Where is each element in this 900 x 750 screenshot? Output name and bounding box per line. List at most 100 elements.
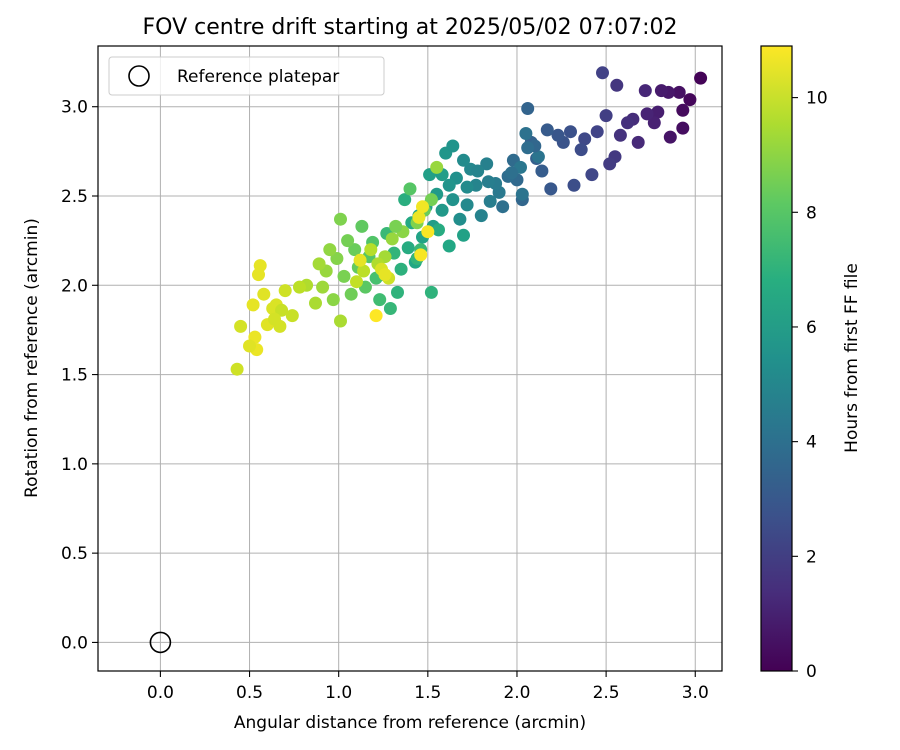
scatter-point	[651, 105, 665, 119]
scatter-point	[672, 85, 686, 99]
legend-label-reference: Reference platepar	[177, 67, 339, 87]
colorbar-tick-label: 4	[806, 433, 817, 453]
x-tick-label: 0.0	[147, 683, 174, 703]
scatter-point	[544, 182, 558, 196]
scatter-point	[613, 128, 627, 142]
scatter-point	[457, 228, 470, 242]
scatter-point	[631, 135, 645, 149]
scatter-point	[432, 223, 445, 237]
scatter-point	[398, 193, 412, 207]
scatter-point	[683, 93, 697, 107]
scatter-point	[551, 128, 565, 142]
scatter-point	[460, 180, 474, 194]
scatter-point	[480, 157, 494, 171]
scatter-point	[663, 130, 677, 144]
x-axis-title: Angular distance from reference (arcmin)	[234, 713, 586, 733]
scatter-point	[373, 293, 387, 307]
scatter-point	[676, 121, 690, 135]
scatter-point	[654, 84, 668, 98]
scatter-point	[521, 141, 535, 155]
x-tick-label: 1.0	[325, 683, 352, 703]
grid-lines	[98, 46, 722, 671]
scatter-point	[348, 243, 362, 257]
y-tick-label: 0.0	[61, 633, 88, 653]
scatter-point	[590, 125, 604, 139]
scatter-point	[334, 314, 347, 328]
scatter-point	[401, 241, 415, 255]
scatter-point	[323, 243, 337, 257]
scatter-point	[341, 234, 355, 248]
colorbar-label: Hours from first FF file	[842, 263, 862, 453]
scatter-point	[293, 280, 306, 294]
colorbar-tick-label: 10	[806, 89, 828, 109]
scatter-point	[505, 166, 519, 180]
y-tick-label: 0.5	[61, 544, 88, 564]
scatter-point	[230, 362, 244, 376]
x-tick-label: 0.5	[236, 683, 263, 703]
chart-title: FOV centre drift starting at 2025/05/02 …	[143, 15, 678, 40]
colorbar-tick-label: 6	[806, 318, 817, 338]
scatter-point	[567, 178, 581, 192]
scatter-point	[412, 210, 426, 224]
scatter-point	[515, 187, 529, 201]
scatter-point	[355, 219, 369, 233]
scatter-point	[647, 116, 661, 130]
y-tick-label: 2.5	[61, 187, 88, 207]
scatter-point	[337, 269, 351, 283]
scatter-point	[676, 103, 690, 117]
scatter-point	[353, 253, 367, 267]
plot-frame	[97, 45, 723, 672]
scatter-point	[535, 164, 549, 178]
scatter-point	[640, 107, 654, 121]
scatter-point	[574, 143, 588, 157]
scatter-point	[694, 71, 708, 85]
scatter-point	[519, 127, 533, 140]
scatter-point	[234, 319, 248, 333]
legend: Reference platepar	[108, 56, 385, 96]
scatter-point	[334, 212, 347, 226]
scatter-point	[385, 232, 399, 246]
scatter-point	[460, 198, 474, 212]
scatter-point	[564, 125, 577, 139]
scatter-point	[442, 239, 456, 253]
colorbar	[760, 45, 793, 672]
scatter-point	[330, 252, 344, 265]
scatter-point	[603, 157, 617, 171]
scatter-point	[430, 160, 444, 174]
colorbar-ticks: 0 2 4 6 8 10	[792, 89, 828, 682]
scatter-point	[275, 303, 289, 317]
scatter-point	[326, 293, 340, 307]
colorbar-tick-label: 8	[806, 203, 817, 223]
scatter-point	[389, 219, 403, 233]
scatter-point	[599, 109, 613, 123]
legend-box	[108, 56, 385, 96]
scatter-point	[268, 312, 281, 326]
scatter-point	[621, 116, 634, 130]
scatter-point	[403, 182, 417, 196]
scatter-point	[416, 200, 429, 214]
reference-platepar-marker	[149, 631, 172, 654]
scatter-point	[312, 257, 326, 271]
scatter-point	[424, 193, 438, 207]
scatter-point	[285, 309, 299, 323]
legend-marker-reference	[128, 65, 150, 87]
scatter-point	[394, 262, 408, 276]
scatter-point	[474, 209, 488, 223]
scatter-point	[278, 284, 292, 298]
scatter-point	[364, 243, 378, 257]
scatter-point	[585, 168, 599, 182]
scatter-point	[424, 285, 438, 299]
scatter-point	[521, 102, 535, 115]
y-tick-label: 3.0	[61, 98, 88, 118]
scatter-point	[252, 268, 265, 282]
scatter-point	[453, 212, 467, 226]
scatter-point	[350, 275, 363, 289]
y-axis-ticks: 0.0 0.5 1.0 1.5 2.0 2.5 3.0	[61, 98, 98, 653]
x-tick-label: 2.0	[503, 683, 530, 703]
scatter-point	[457, 153, 470, 167]
colorbar-tick-label: 0	[806, 662, 817, 682]
x-axis-ticks: 0.0 0.5 1.0 1.5 2.0 2.5 3.0	[147, 671, 709, 703]
scatter-points	[230, 66, 708, 376]
scatter-point	[446, 139, 460, 153]
x-tick-label: 3.0	[682, 683, 709, 703]
